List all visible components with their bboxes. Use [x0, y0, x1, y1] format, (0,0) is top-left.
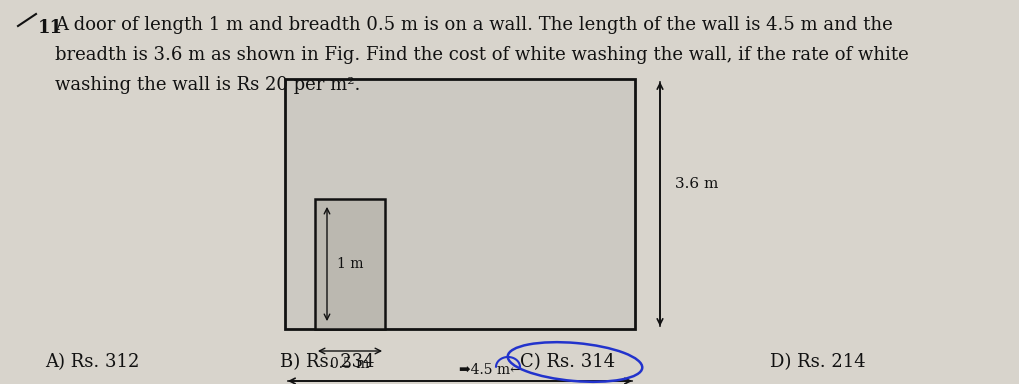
Bar: [315, 199, 384, 329]
Text: A door of length 1 m and breadth 0.5 m is on a wall. The length of the wall is 4: A door of length 1 m and breadth 0.5 m i…: [55, 16, 892, 34]
Text: ➡4.5 m←: ➡4.5 m←: [459, 363, 521, 377]
Text: washing the wall is Rs 20 per m².: washing the wall is Rs 20 per m².: [55, 76, 360, 94]
Text: A) Rs. 312: A) Rs. 312: [45, 353, 140, 371]
Text: 0.5 m: 0.5 m: [330, 357, 369, 371]
Text: breadth is 3.6 m as shown in Fig. Find the cost of white washing the wall, if th: breadth is 3.6 m as shown in Fig. Find t…: [55, 46, 908, 64]
Text: 1 m: 1 m: [336, 257, 363, 271]
Text: 3.6 m: 3.6 m: [675, 177, 717, 191]
Text: B) Rs. 234: B) Rs. 234: [280, 353, 374, 371]
Bar: [284, 79, 635, 329]
Text: C) Rs. 314: C) Rs. 314: [520, 353, 614, 371]
Text: 11: 11: [38, 19, 63, 37]
Text: D) Rs. 214: D) Rs. 214: [769, 353, 865, 371]
